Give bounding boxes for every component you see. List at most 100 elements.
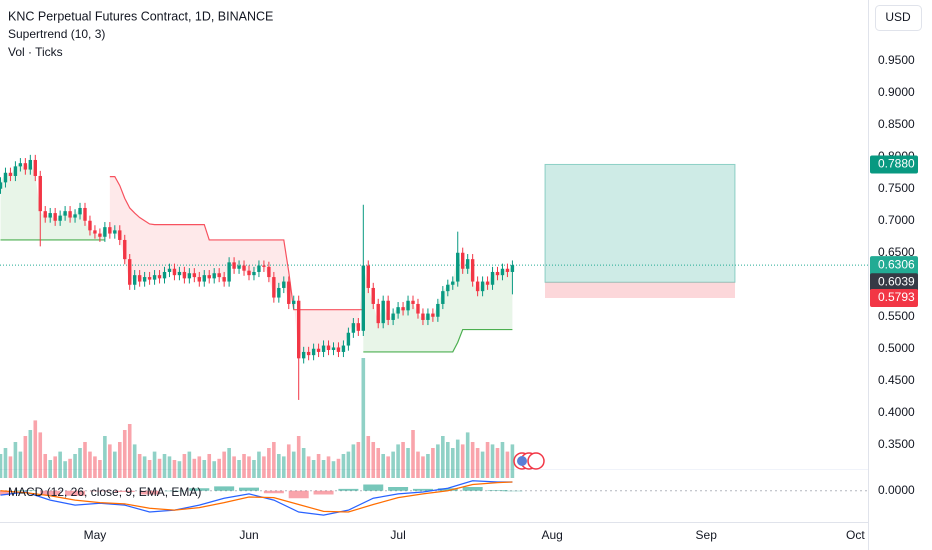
candle-body [495, 271, 500, 276]
candle-body [98, 233, 102, 237]
stop-zone [545, 282, 735, 298]
candle-body [108, 227, 112, 234]
volume-bar [446, 442, 450, 478]
candle-body [411, 300, 415, 304]
volume-bar [63, 461, 67, 478]
x-tick-label: Jul [390, 528, 405, 542]
candle-body [381, 300, 385, 324]
candle-body [137, 275, 142, 282]
volume-bar [177, 461, 182, 478]
macd-histogram [15, 490, 36, 491]
candle-body [38, 175, 42, 212]
volume-bar [441, 436, 445, 478]
candle-body [202, 275, 206, 282]
supertrend-line [109, 176, 364, 311]
y-tick-label: 0.4000 [878, 405, 915, 419]
volume-bar [18, 451, 23, 478]
volume-bar [450, 448, 455, 478]
volume-bar [117, 442, 122, 478]
macd-legend: MACD (12, 26, close, 9, EMA, EMA) [8, 485, 201, 499]
candle-body [297, 300, 301, 359]
candle-body [132, 275, 137, 285]
volume-bar [222, 451, 226, 478]
volume-bar [167, 456, 172, 478]
volume-bar [505, 451, 510, 478]
candle-body [128, 259, 132, 285]
trend-fill [0, 159, 105, 240]
candle-body [331, 347, 336, 351]
candle-body [232, 262, 236, 269]
volume-bar [311, 460, 316, 478]
candle-body [28, 159, 33, 170]
event-flag [517, 456, 527, 466]
volume-bar [242, 454, 246, 478]
supertrend-line [363, 328, 513, 353]
volume-bar [470, 442, 475, 478]
volume-bar [480, 451, 485, 478]
volume-bar [411, 430, 415, 478]
candle-body [78, 207, 82, 215]
volume-bar [38, 432, 43, 478]
currency-label[interactable]: USD [885, 10, 911, 24]
candle-body [177, 271, 182, 276]
volume-bar [426, 454, 430, 478]
volume-bar [396, 444, 400, 478]
volume-bar [142, 456, 147, 478]
volume-bar [207, 454, 212, 478]
macd-histogram [214, 486, 235, 491]
candle-body [396, 307, 400, 314]
volume-bar [103, 436, 107, 478]
candle-body [103, 227, 107, 237]
candle-body [83, 207, 87, 221]
candle-body [8, 172, 13, 176]
candle-body [282, 281, 286, 288]
candle-body [182, 271, 187, 279]
candle-body [53, 213, 57, 221]
macd-histogram [338, 488, 359, 491]
candle-body [366, 265, 370, 288]
candle-body [212, 273, 216, 279]
volume-bar [257, 451, 261, 478]
volume-bar [152, 451, 157, 478]
price-tag-label: 0.6039 [878, 274, 915, 288]
candle-body [321, 345, 326, 352]
currency-button[interactable] [875, 5, 922, 31]
volume-bar [401, 442, 405, 478]
x-tick-label: May [84, 528, 107, 542]
x-tick-label: Oct [846, 528, 865, 542]
candle-body [336, 347, 341, 352]
macd-histogram [388, 487, 409, 491]
candle-body [277, 287, 281, 298]
candle-body [227, 262, 231, 282]
price-tag [870, 155, 918, 174]
volume-bar [237, 460, 241, 478]
indicator-legend: Vol · Ticks [8, 45, 63, 59]
candle-body [426, 313, 430, 320]
volume-bar [336, 458, 341, 478]
macd-histogram [189, 488, 210, 491]
candle-body [485, 281, 490, 285]
candle-body [58, 215, 62, 221]
candle-body [292, 300, 296, 304]
macd-histogram [139, 490, 160, 495]
y-tick-label: 0.7000 [878, 213, 915, 227]
candle-body [242, 265, 246, 271]
x-tick-label: Sep [696, 528, 718, 542]
volume-bar [68, 458, 72, 478]
volume-bar [137, 454, 142, 478]
macd-histogram [65, 490, 86, 496]
candle-body [142, 277, 147, 282]
volume-bar [58, 451, 62, 478]
volume-bar [291, 451, 296, 478]
candle-body [152, 275, 157, 280]
candle-body [346, 332, 351, 346]
candle-body [287, 281, 291, 304]
candle-body [510, 265, 515, 272]
volume-bar [122, 430, 127, 478]
candle-body [480, 281, 485, 292]
candle-body [356, 323, 361, 331]
volume-bar [202, 460, 207, 478]
candle-body [316, 348, 321, 352]
